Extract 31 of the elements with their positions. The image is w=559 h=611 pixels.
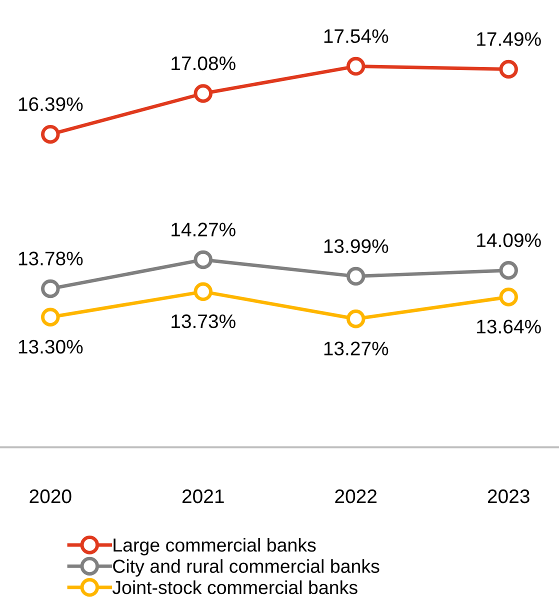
x-tick-label: 2023: [488, 489, 530, 504]
legend-label: Large commercial banks: [114, 538, 316, 556]
data-label: 13.99%: [324, 239, 388, 254]
x-tick-label: 2022: [335, 489, 377, 504]
point: [194, 250, 213, 270]
data-label: 16.39%: [18, 97, 83, 112]
point: [499, 288, 518, 306]
data-label: 14.09%: [477, 233, 541, 248]
point: [41, 308, 60, 326]
data-label: 13.30%: [18, 340, 83, 354]
point: [499, 261, 518, 280]
legend-label: Joint-stock commercial banks: [112, 580, 358, 594]
point: [194, 282, 213, 302]
point: [346, 310, 366, 328]
data-label: 17.49%: [477, 32, 541, 46]
data-label: 17.54%: [324, 29, 388, 44]
point: [499, 60, 518, 79]
x-tick-label: 2021: [182, 489, 224, 504]
point: [41, 124, 60, 144]
data-label: 17.08%: [172, 56, 236, 70]
point: [194, 84, 213, 103]
point: [346, 266, 366, 286]
data-label: 14.27%: [172, 222, 236, 236]
point: [346, 56, 366, 76]
data-label: 13.73%: [172, 314, 236, 328]
data-label: 13.78%: [18, 252, 83, 266]
data-label: 13.27%: [324, 342, 388, 356]
legend-label: City and rural commercial banks: [113, 559, 380, 577]
data-label: 13.64%: [477, 320, 541, 334]
x-tick-label: 2020: [30, 489, 72, 504]
point: [41, 279, 60, 298]
